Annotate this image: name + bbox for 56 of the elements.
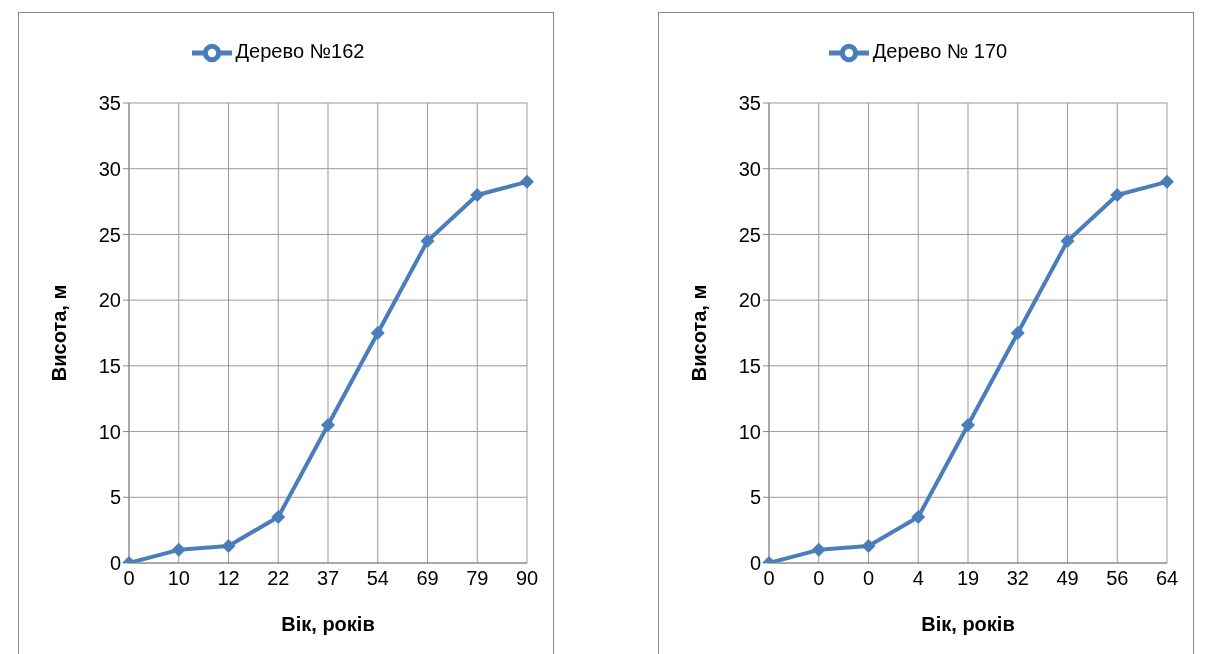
y-tick-label: 25 xyxy=(98,223,121,246)
y-tick-label: 5 xyxy=(749,486,761,509)
x-axis-title: Вік, років xyxy=(281,613,375,635)
point xyxy=(1060,234,1075,248)
x-tick-label: 56 xyxy=(1106,567,1129,590)
y-axis-title: Висота, м xyxy=(688,284,711,382)
point xyxy=(961,418,975,432)
y-tick-label: 35 xyxy=(98,92,121,115)
y-tick-label: 25 xyxy=(738,223,761,246)
y-tick-label: 10 xyxy=(738,420,761,443)
x-tick-label: 54 xyxy=(366,567,389,590)
x-tick-label: 37 xyxy=(316,567,340,590)
x-tick-label: 64 xyxy=(1155,567,1179,590)
point xyxy=(1160,174,1174,189)
point xyxy=(321,418,335,432)
point xyxy=(1110,188,1125,202)
x-tick-label: 0 xyxy=(862,567,875,590)
point xyxy=(271,510,286,524)
legend-label: Дерево №162 xyxy=(235,40,365,63)
x-tick-label: 10 xyxy=(167,567,190,590)
point xyxy=(861,538,876,553)
x-tick-label: 32 xyxy=(1006,567,1029,590)
point xyxy=(520,174,534,189)
point xyxy=(911,510,926,524)
point xyxy=(1010,326,1025,340)
x-tick-label: 19 xyxy=(956,567,980,590)
point xyxy=(811,542,826,557)
y-tick-label: 20 xyxy=(98,289,121,312)
x-tick-label: 0 xyxy=(123,567,135,590)
x-tick-label: 12 xyxy=(217,567,240,590)
x-tick-label: 69 xyxy=(416,567,439,590)
point xyxy=(420,234,435,248)
y-tick-label: 0 xyxy=(749,552,761,575)
point xyxy=(171,542,186,557)
legend-label: Дерево № 170 xyxy=(872,40,1008,63)
y-tick-label: 10 xyxy=(98,420,121,443)
y-tick-label: 20 xyxy=(738,289,761,312)
y-tick-label: 35 xyxy=(738,92,761,115)
point xyxy=(221,538,236,553)
x-tick-label: 0 xyxy=(813,567,825,590)
y-tick-label: 15 xyxy=(98,354,121,377)
x-tick-label: 22 xyxy=(267,567,290,590)
point xyxy=(470,188,485,202)
y-tick-label: 30 xyxy=(738,157,761,180)
x-tick-label: 0 xyxy=(763,567,775,590)
x-axis-title: Вік, років xyxy=(921,613,1015,635)
x-tick-label: 49 xyxy=(1056,567,1079,590)
y-tick-label: 30 xyxy=(98,157,121,180)
y-tick-label: 15 xyxy=(738,354,761,377)
y-tick-label: 0 xyxy=(109,552,121,575)
x-tick-label: 90 xyxy=(515,567,539,590)
x-tick-label: 4 xyxy=(912,567,924,590)
y-tick-label: 5 xyxy=(109,486,121,509)
x-tick-label: 79 xyxy=(466,567,489,590)
y-axis-title: Висота, м xyxy=(48,284,71,382)
point xyxy=(370,326,385,340)
